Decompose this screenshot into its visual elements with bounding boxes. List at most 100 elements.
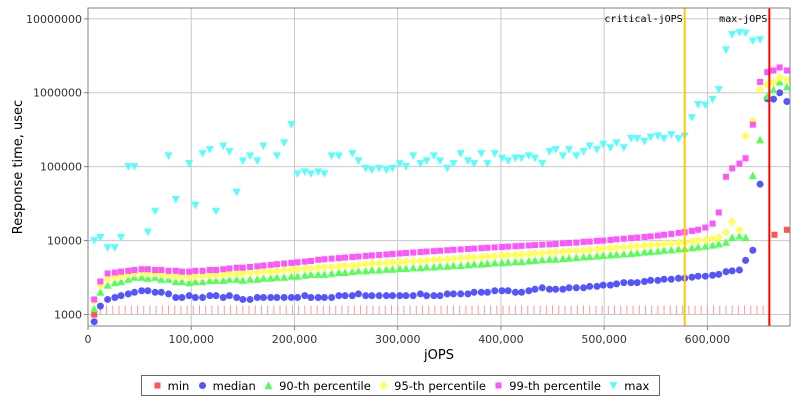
max-point bbox=[619, 144, 628, 152]
max-point bbox=[463, 157, 472, 165]
median-point bbox=[144, 287, 152, 295]
95-th-percentile-point bbox=[293, 265, 302, 274]
series-median bbox=[90, 89, 791, 326]
99-th-percentile-point bbox=[654, 232, 661, 239]
90-th-percentile-point bbox=[756, 135, 765, 144]
99-th-percentile-point bbox=[192, 267, 199, 274]
median-point bbox=[138, 287, 146, 295]
y-axis-title: Response time, usec bbox=[11, 100, 26, 234]
95-th-percentile-point bbox=[755, 85, 765, 94]
99-th-percentile-point bbox=[247, 263, 254, 270]
max-point bbox=[171, 195, 180, 204]
99-th-percentile-point bbox=[362, 252, 369, 259]
max-point bbox=[748, 37, 757, 46]
99-th-percentile-point bbox=[335, 255, 342, 262]
max-point bbox=[246, 152, 255, 160]
max-point bbox=[367, 166, 376, 175]
95-th-percentile-point bbox=[490, 251, 499, 261]
99-th-percentile-point bbox=[573, 239, 580, 246]
99-th-percentile-point bbox=[437, 247, 444, 254]
99-th-percentile-point bbox=[172, 267, 179, 274]
99-th-percentile-point bbox=[144, 266, 151, 273]
90-th-percentile-point bbox=[361, 266, 370, 275]
99-th-percentile-point bbox=[580, 238, 587, 245]
median-point bbox=[253, 294, 261, 302]
90-th-percentile-point bbox=[212, 276, 221, 284]
median-point bbox=[436, 292, 444, 300]
90-th-percentile-point bbox=[735, 232, 744, 240]
90-th-percentile-point bbox=[232, 275, 241, 283]
90-th-percentile-point bbox=[293, 272, 302, 280]
median-point bbox=[545, 285, 553, 293]
median-point bbox=[565, 284, 573, 292]
99-th-percentile-point bbox=[559, 240, 566, 247]
median-point bbox=[538, 284, 546, 292]
90-th-percentile-point bbox=[90, 304, 99, 313]
99-th-percentile-point bbox=[158, 267, 165, 274]
99-th-percentile-point bbox=[349, 254, 356, 261]
median-point bbox=[301, 292, 309, 300]
x-axis-ticks: 0 100,000 200,000 300,000 400,000 500,000 600,… bbox=[85, 326, 730, 346]
95-th-percentile-point bbox=[435, 255, 445, 264]
legend-swatch-99-th-percentile bbox=[495, 382, 502, 389]
99-th-percentile-point bbox=[233, 264, 240, 271]
legend-item-max: max bbox=[608, 379, 649, 393]
median-point bbox=[320, 294, 328, 302]
median-point bbox=[688, 273, 696, 281]
99-th-percentile-point bbox=[764, 69, 771, 76]
y-tick-label: 1000000 bbox=[33, 87, 82, 100]
95-th-percentile-point bbox=[626, 242, 636, 251]
max-point bbox=[531, 154, 540, 163]
90-th-percentile-point bbox=[205, 276, 214, 284]
95-th-percentile-point bbox=[388, 258, 397, 267]
legend-label-99-th-percentile: 99-th percentile bbox=[509, 378, 601, 393]
legend-swatch-median bbox=[198, 382, 206, 389]
median-point bbox=[219, 294, 227, 302]
90-th-percentile-point bbox=[782, 82, 791, 91]
99-th-percentile-point bbox=[491, 244, 498, 251]
95-th-percentile-point bbox=[659, 239, 669, 249]
median-point bbox=[756, 180, 764, 188]
median-point bbox=[130, 288, 138, 296]
critical-jops-label: critical-jOPS bbox=[604, 14, 682, 25]
90-th-percentile-point bbox=[517, 257, 526, 266]
median-point bbox=[157, 288, 165, 296]
max-point bbox=[565, 146, 574, 154]
legend-95-th-percentile-marker bbox=[379, 381, 388, 390]
99-th-percentile-point bbox=[111, 269, 118, 276]
90-th-percentile-point bbox=[185, 278, 194, 287]
90-th-percentile-point bbox=[157, 275, 166, 283]
90-th-percentile-point bbox=[667, 245, 676, 254]
max-point bbox=[306, 170, 315, 178]
90-th-percentile-point bbox=[660, 246, 669, 254]
median-point bbox=[104, 295, 112, 303]
median-point bbox=[212, 292, 220, 300]
99-th-percentile-point bbox=[757, 78, 764, 85]
95-th-percentile-point bbox=[287, 265, 296, 275]
95-th-percentile-point bbox=[524, 249, 534, 259]
95-th-percentile-point bbox=[211, 271, 221, 280]
max-point bbox=[382, 166, 391, 175]
max-point bbox=[572, 152, 581, 160]
90-th-percentile-point bbox=[198, 277, 207, 285]
95-th-percentile-point bbox=[449, 254, 458, 263]
median-point bbox=[206, 292, 214, 300]
90-th-percentile-point bbox=[456, 261, 465, 270]
max-point bbox=[524, 152, 533, 160]
99-th-percentile-point bbox=[186, 268, 193, 275]
median-point bbox=[620, 279, 628, 287]
y-tick-label: 100000 bbox=[40, 161, 82, 174]
99-th-percentile-point bbox=[498, 243, 505, 250]
legend-label-min: min bbox=[167, 378, 190, 393]
series-min bbox=[91, 226, 790, 318]
min-point bbox=[91, 311, 98, 318]
90-th-percentile-point bbox=[354, 266, 363, 275]
median-point bbox=[709, 271, 717, 279]
median-point bbox=[627, 279, 635, 287]
99-th-percentile-point bbox=[518, 242, 525, 249]
99-th-percentile-point bbox=[91, 296, 98, 303]
median-point bbox=[389, 292, 397, 300]
90-th-percentile-point bbox=[463, 260, 472, 269]
95-th-percentile-point bbox=[314, 263, 323, 272]
median-point bbox=[701, 272, 709, 280]
